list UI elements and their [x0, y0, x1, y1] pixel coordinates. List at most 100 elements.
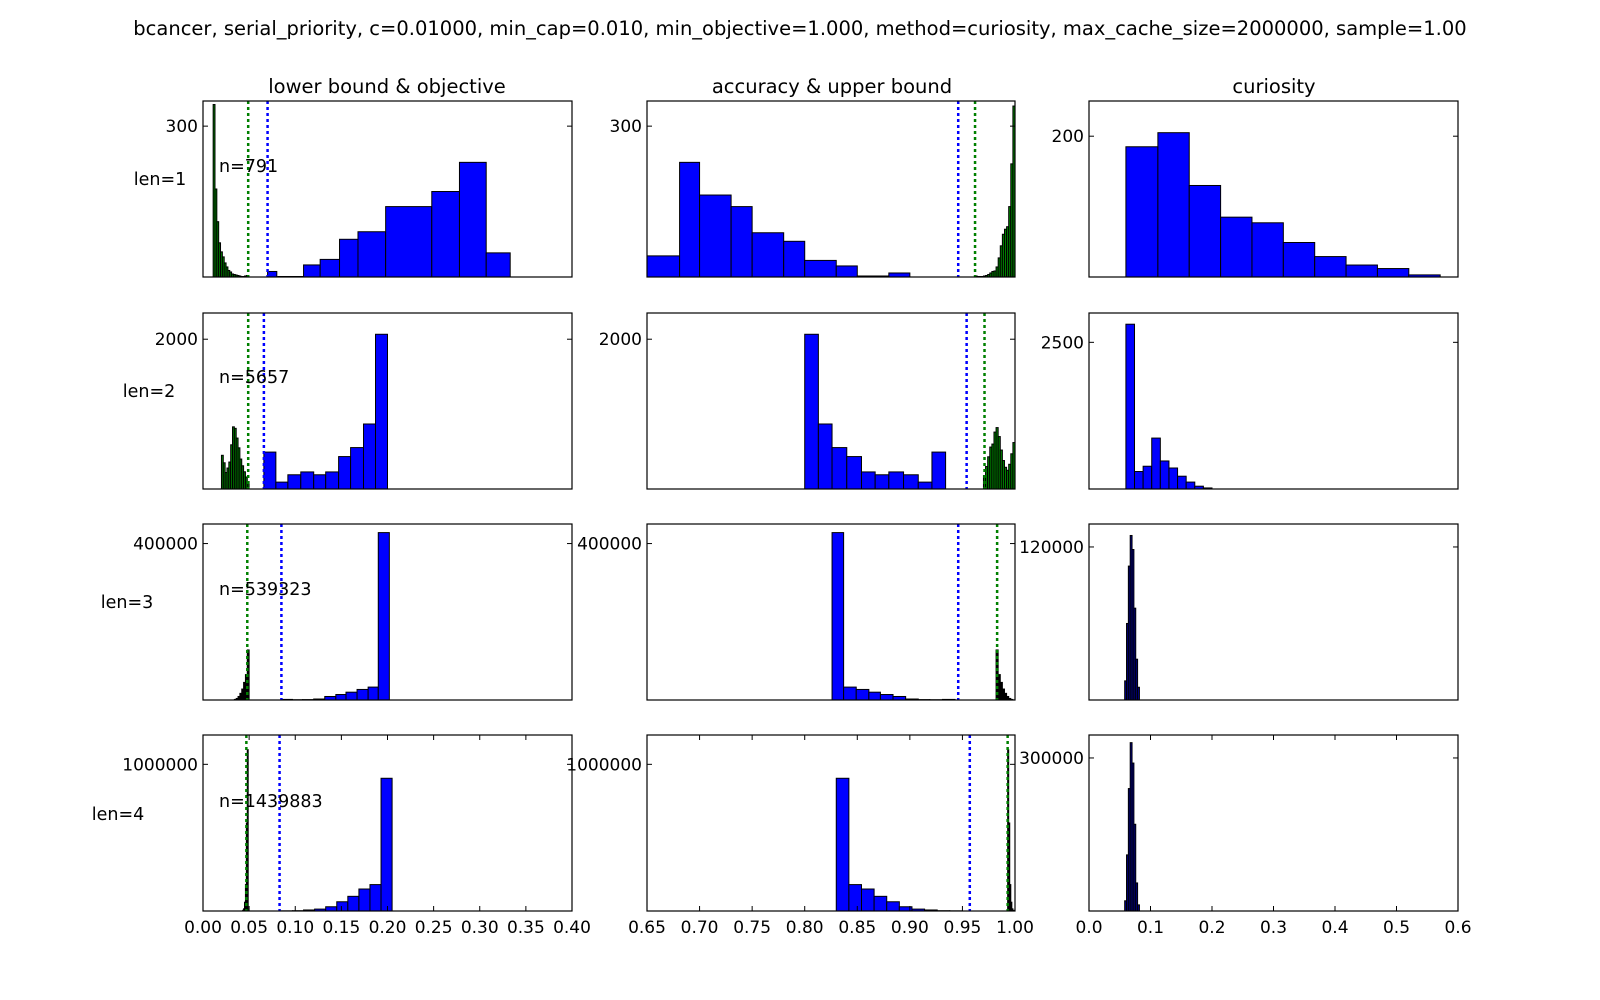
hist-bar [860, 471, 876, 490]
axes-frame [646, 312, 1016, 490]
hist-bar [679, 161, 701, 278]
hist-bar [646, 255, 681, 278]
axes-frame [202, 100, 573, 278]
hist-bar [300, 471, 315, 490]
hist-bar [339, 238, 359, 278]
x-tick-label: 0.80 [786, 918, 824, 938]
column-title-lower-bound: lower bound & objective [268, 75, 506, 98]
axes-frame [202, 523, 573, 701]
hist-bar [730, 206, 753, 278]
column-title-curiosity: curiosity [1232, 75, 1315, 98]
figure-title: bcancer, serial_priority, c=0.01000, min… [133, 17, 1466, 40]
hist-bar [1159, 460, 1170, 490]
hist-bar [855, 688, 870, 701]
row-label-len-3: len=3 [101, 593, 154, 613]
axes-frame [646, 734, 1016, 912]
hist-bar [319, 258, 341, 278]
hist-bar [1282, 242, 1316, 278]
hist-bar [458, 161, 487, 278]
x-tick-label: 0.1 [1137, 918, 1164, 938]
panel-r1-c2: 300 [610, 100, 1016, 278]
y-tick-label: 400000 [133, 535, 198, 555]
hist-bar [879, 694, 894, 701]
x-tick-label: 0.6 [1444, 918, 1471, 938]
hist-bar [358, 888, 371, 912]
hist-bar [888, 272, 911, 278]
hist-bar [347, 895, 360, 912]
hist-bar [1314, 256, 1347, 278]
x-tick-label: 0.3 [1260, 918, 1287, 938]
axes-frame [1088, 312, 1459, 490]
hist-bar [1345, 264, 1378, 278]
hist-bar [817, 423, 833, 490]
hist-bar [303, 264, 321, 278]
hist-bar [325, 471, 340, 490]
x-tick-label: 0.65 [628, 918, 666, 938]
axes-frame [646, 100, 1016, 278]
hist-bar [843, 686, 857, 701]
x-tick-label: 0.85 [838, 918, 876, 938]
hist-bar [275, 481, 289, 490]
hist-bar [831, 532, 845, 701]
hist-bar [1188, 184, 1222, 278]
hist-bar [1185, 481, 1196, 490]
hist-bar [1142, 465, 1153, 490]
n-count-len-2: n=5657 [219, 368, 289, 388]
axes-frame [646, 523, 1016, 701]
hist-bar [335, 694, 347, 701]
x-tick-label: 0.15 [322, 918, 360, 938]
hist-bar [485, 252, 511, 278]
x-axis-col-2: 0.65 0.70 0.75 0.80 0.85 0.90 0.95 1.00 [628, 735, 1034, 938]
axes-frame [202, 312, 573, 490]
hist-bar [287, 474, 302, 490]
axes-frame [1088, 734, 1459, 912]
x-tick-label: 0.05 [230, 918, 268, 938]
row-label-len-1: len=1 [134, 170, 187, 190]
hist-bar [1151, 437, 1161, 490]
hist-bar [931, 451, 947, 490]
hist-bar [1251, 222, 1284, 278]
hist-bar [1137, 904, 1140, 912]
hist-bar [350, 447, 365, 490]
panel-r2-c3: 2500 [1041, 312, 1459, 490]
hist-bar [886, 901, 900, 912]
n-count-len-1: n=791 [219, 157, 278, 177]
panel-r1-c3: 200 [1052, 100, 1459, 278]
hist-bar [1177, 475, 1187, 490]
x-tick-label: 0.2 [1198, 918, 1225, 938]
hist-bar [835, 777, 850, 912]
panel-r4-c3: 300000 [1019, 734, 1459, 912]
hist-bar [1220, 216, 1253, 278]
hist-bar [431, 191, 460, 278]
hist-bar [325, 906, 338, 912]
n-count-len-3: n=539323 [219, 580, 312, 600]
y-tick-label: 1000000 [122, 755, 198, 775]
hist-bar [1157, 132, 1190, 278]
axes-frame [1088, 523, 1459, 701]
x-tick-label: 0.90 [891, 918, 929, 938]
hist-bar [860, 888, 875, 912]
x-tick-label: 1.00 [996, 918, 1034, 938]
hist-bar [804, 333, 819, 490]
hist-bar [1137, 686, 1140, 701]
hist-bar [751, 232, 785, 278]
hist-bar [345, 691, 358, 701]
x-tick-label: 0.20 [369, 918, 407, 938]
x-tick-label: 0.0 [1075, 918, 1102, 938]
hist-bar [1376, 268, 1410, 278]
x-tick-label: 0.30 [461, 918, 499, 938]
hist-bar [783, 240, 806, 278]
x-tick-label: 0.10 [276, 918, 314, 938]
hist-bar [804, 259, 837, 278]
x-tick-label: 0.95 [944, 918, 982, 938]
hist-bar [1134, 471, 1144, 490]
hist-bar [874, 474, 890, 490]
x-tick-label: 0.5 [1383, 918, 1410, 938]
panel-r1-c1: 300 [166, 100, 573, 278]
panel-r2-c2: 2000 [599, 312, 1016, 490]
y-tick-label: 300 [610, 117, 642, 137]
hist-bar [356, 688, 369, 701]
hist-bar [888, 471, 905, 490]
axes-frame [1088, 100, 1459, 278]
